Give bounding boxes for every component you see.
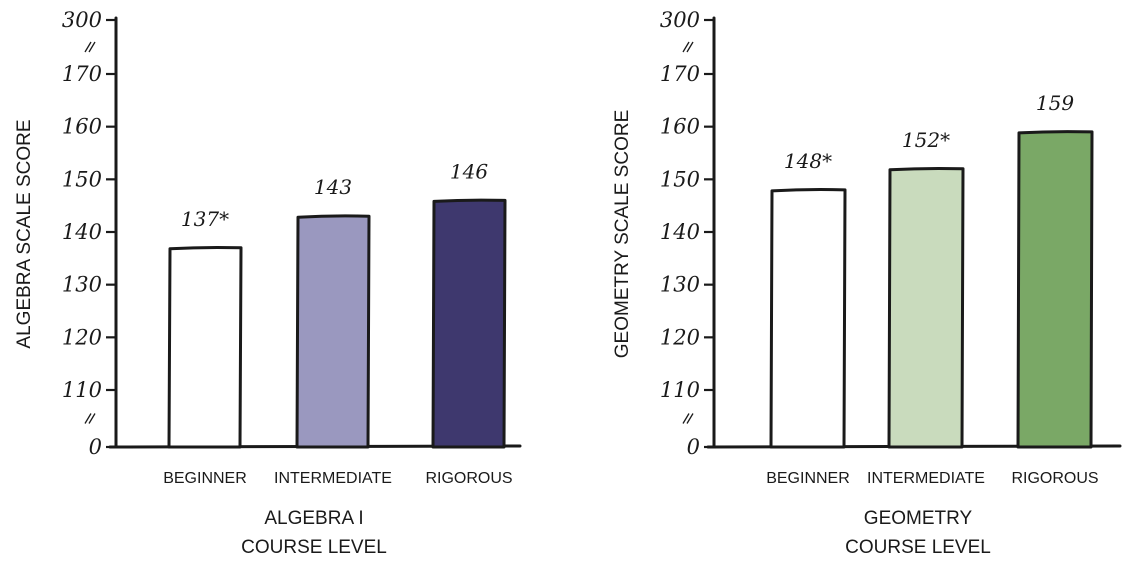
geometry-bar-intermediate bbox=[887, 166, 965, 449]
geometry-y-tick-label: 130 bbox=[660, 273, 700, 297]
algebra-bar-beginner bbox=[167, 245, 243, 449]
geometry-category-label: BEGINNER bbox=[766, 470, 850, 487]
algebra-y-axis-label: ALGEBRA SCALE SCORE bbox=[14, 119, 35, 348]
algebra-y-tick-label: 0 bbox=[89, 435, 102, 459]
algebra-data-label: 137* bbox=[181, 207, 229, 231]
geometry-x-axis-label-line1: GEOMETRY bbox=[864, 508, 973, 529]
geometry-y-tick-label: 300 bbox=[660, 8, 700, 32]
geometry-chart-panel: GEOMETRY SCALE SCORE GEOMETRY COURSE LEV… bbox=[612, 8, 1122, 558]
geometry-category-label: INTERMEDIATE bbox=[867, 470, 985, 487]
geometry-data-label: 148* bbox=[784, 149, 832, 173]
algebra-category-label: INTERMEDIATE bbox=[274, 470, 392, 487]
geometry-axis-break-mark bbox=[682, 41, 694, 53]
algebra-x-axis-label-line1: ALGEBRA I bbox=[264, 508, 363, 529]
algebra-chart-panel: ALGEBRA SCALE SCORE ALGEBRA I COURSE LEV… bbox=[14, 8, 522, 558]
geometry-y-tick-label: 110 bbox=[660, 378, 700, 402]
algebra-category-label: BEGINNER bbox=[163, 470, 247, 487]
algebra-y-tick-label: 140 bbox=[62, 220, 102, 244]
algebra-y-tick-label: 170 bbox=[62, 62, 102, 86]
geometry-y-tick-label: 120 bbox=[660, 325, 700, 349]
algebra-y-tick-label: 300 bbox=[62, 8, 102, 32]
geometry-y-tick-label: 150 bbox=[660, 167, 700, 191]
algebra-y-tick-label: 110 bbox=[62, 378, 102, 402]
geometry-category-label: RIGOROUS bbox=[1011, 470, 1098, 487]
algebra-data-label: 143 bbox=[314, 175, 352, 199]
geometry-y-tick-label: 160 bbox=[660, 115, 700, 139]
algebra-y-tick-label: 160 bbox=[62, 115, 102, 139]
geometry-data-label: 159 bbox=[1036, 91, 1074, 115]
algebra-y-tick-label: 150 bbox=[62, 167, 102, 191]
geometry-bar-beginner bbox=[769, 188, 847, 449]
algebra-data-label: 146 bbox=[450, 159, 488, 183]
geometry-bar-rigorous bbox=[1016, 130, 1094, 449]
geometry-x-axis-label-line2: COURSE LEVEL bbox=[845, 537, 991, 558]
algebra-axis-break-mark bbox=[84, 41, 96, 53]
algebra-x-axis-label-line2: COURSE LEVEL bbox=[241, 537, 387, 558]
algebra-category-label: RIGOROUS bbox=[425, 470, 512, 487]
algebra-bar-intermediate bbox=[295, 214, 371, 449]
geometry-data-label: 152* bbox=[902, 128, 950, 152]
geometry-y-tick-label: 170 bbox=[660, 62, 700, 86]
algebra-y-tick-label: 120 bbox=[62, 325, 102, 349]
geometry-y-tick-label: 0 bbox=[687, 435, 700, 459]
geometry-axis-break-mark bbox=[682, 413, 694, 424]
algebra-bar-rigorous bbox=[431, 198, 507, 449]
algebra-axis-break-mark bbox=[84, 413, 96, 424]
geometry-y-axis-label: GEOMETRY SCALE SCORE bbox=[612, 110, 633, 358]
algebra-y-tick-label: 130 bbox=[62, 273, 102, 297]
geometry-y-tick-label: 140 bbox=[660, 220, 700, 244]
